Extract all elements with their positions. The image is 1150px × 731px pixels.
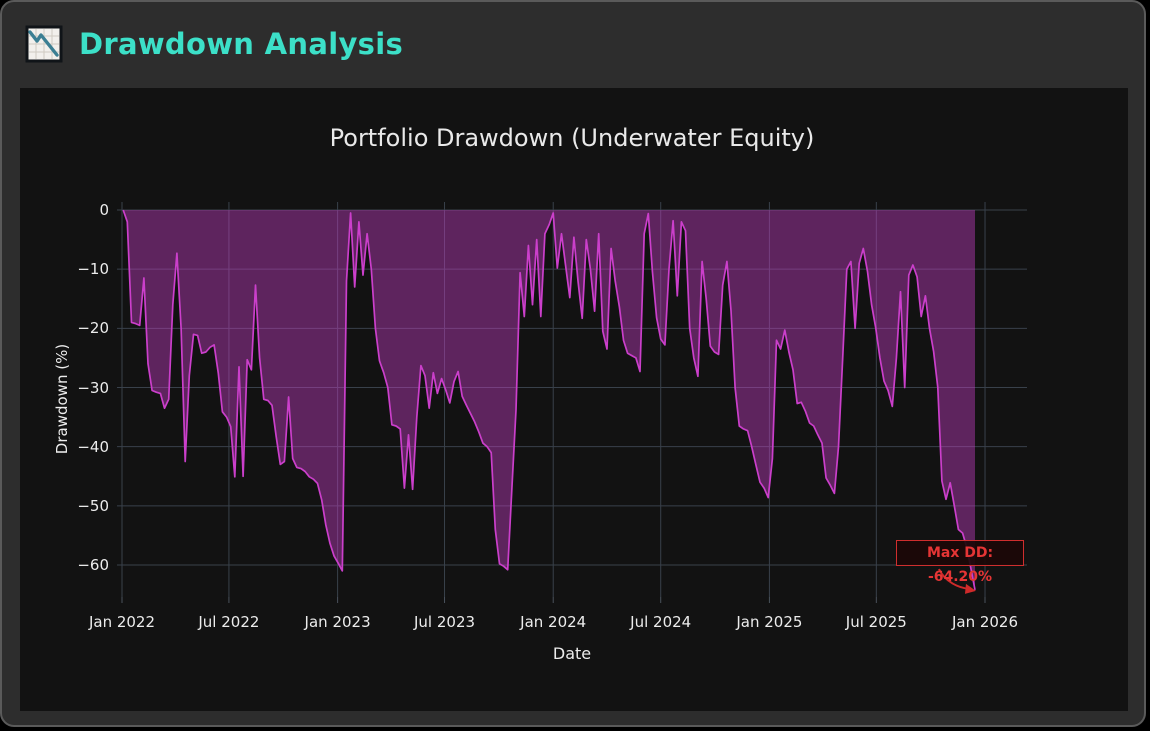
x-tick-label: Jul 2022 (198, 613, 260, 631)
chart-decreasing-icon (25, 25, 63, 63)
y-tick-label: −50 (77, 496, 109, 515)
y-tick-label: −10 (77, 260, 109, 279)
x-tick-label: Jan 2025 (736, 613, 803, 631)
x-tick-label: Jan 2026 (951, 613, 1019, 631)
y-tick-label: −30 (77, 378, 109, 397)
drawdown-area-chart (117, 202, 1027, 603)
y-tick-label: −20 (77, 319, 109, 338)
x-tick-label: Jul 2025 (845, 613, 907, 631)
x-axis-label: Date (552, 644, 592, 663)
x-tick-label: Jan 2024 (520, 613, 587, 631)
max-drawdown-annotation: Max DD: -64.20% (896, 540, 1024, 585)
x-tick-label: Jan 2023 (304, 613, 371, 631)
y-tick-label: −60 (77, 556, 109, 574)
x-tick-label: Jul 2023 (413, 613, 476, 631)
header: Drawdown Analysis (24, 24, 403, 64)
x-tick-label: Jan 2022 (88, 613, 156, 631)
page-title: Drawdown Analysis (79, 27, 404, 61)
x-tick-label: Jul 2024 (630, 613, 692, 631)
chart-title: Portfolio Drawdown (Underwater Equity) (329, 124, 815, 152)
chart-panel: Portfolio Drawdown (Underwater Equity) D… (20, 88, 1128, 711)
y-tick-label: 0 (99, 201, 109, 219)
y-tick-label: −40 (77, 437, 109, 456)
